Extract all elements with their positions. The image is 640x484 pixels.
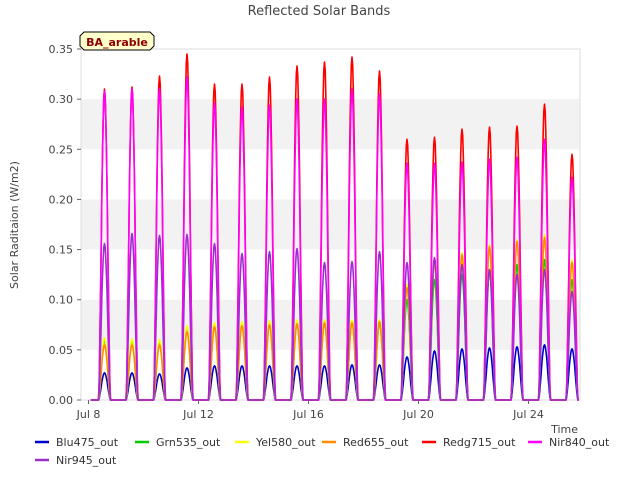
x-tick-label: Jul 12 — [182, 408, 214, 421]
legend-label: Grn535_out — [156, 436, 221, 449]
legend-label: Red655_out — [343, 436, 409, 449]
x-tick-label: Jul 24 — [512, 408, 544, 421]
y-tick-label: 0.20 — [49, 193, 74, 206]
site-badge: BA_arable — [79, 31, 155, 51]
y-tick-label: 0.15 — [49, 244, 74, 257]
legend-label: Nir945_out — [56, 454, 117, 467]
x-axis: Jul 8 Jul 12 Jul 16 Jul 20 Jul 24 — [76, 400, 544, 421]
series-line-nir945_out — [90, 232, 579, 401]
x-tick-label: Jul 8 — [76, 408, 101, 421]
y-tick-label: 0.00 — [49, 394, 74, 407]
grid-band — [81, 99, 580, 150]
grid-bands — [81, 99, 580, 350]
y-tick-label: 0.35 — [49, 43, 74, 56]
y-tick-label: 0.05 — [49, 344, 74, 357]
legend: Blu475_out Grn535_out Yel580_out Red655_out… — [35, 436, 610, 467]
chart-title: Reflected Solar Bands — [248, 4, 391, 19]
x-tick-label: Jul 16 — [292, 408, 324, 421]
series-layer — [90, 53, 579, 401]
y-tick-label: 0.10 — [49, 294, 74, 307]
site-badge-label: BA_arable — [86, 36, 148, 49]
legend-label: Nir840_out — [549, 436, 610, 449]
grid-band — [81, 199, 580, 250]
x-tick-label: Jul 20 — [402, 408, 434, 421]
x-axis-label: Time — [550, 423, 578, 436]
legend-label: Yel580_out — [255, 436, 316, 449]
y-tick-label: 0.25 — [49, 143, 74, 156]
y-axis-label: Solar Raditaion (W/m2) — [8, 161, 21, 289]
legend-label: Redg715_out — [443, 436, 516, 449]
legend-label: Blu475_out — [56, 436, 119, 449]
y-tick-label: 0.30 — [49, 93, 74, 106]
y-axis: 0.00 0.05 0.10 0.15 0.20 0.25 0.30 0.35 — [49, 43, 81, 407]
